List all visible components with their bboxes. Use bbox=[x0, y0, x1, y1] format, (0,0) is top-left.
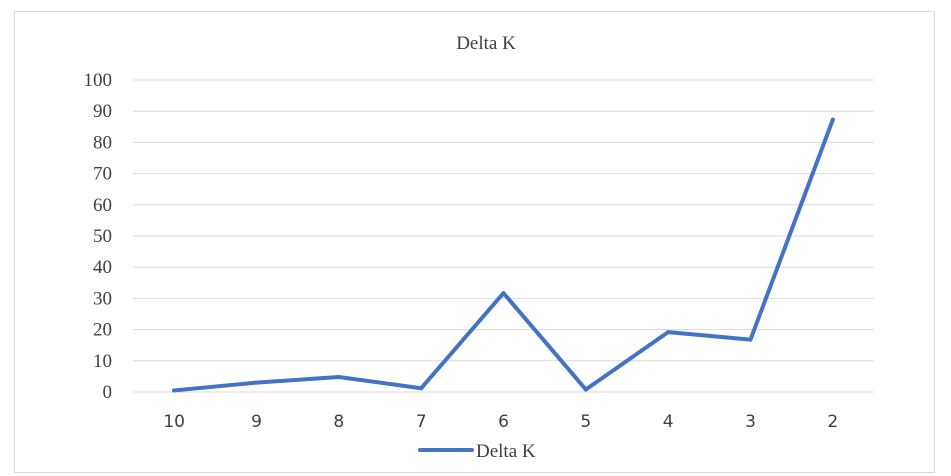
data-point bbox=[748, 337, 753, 342]
y-tick-label: 60 bbox=[93, 195, 112, 216]
data-point bbox=[336, 375, 341, 380]
data-point bbox=[830, 117, 835, 122]
data-point bbox=[583, 387, 588, 392]
y-axis-tick-labels: 0 10 20 30 40 50 60 70 80 90 100 bbox=[84, 70, 113, 403]
x-tick-label: 6 bbox=[498, 412, 509, 432]
legend-label: Delta K bbox=[476, 441, 536, 462]
legend: Delta K bbox=[418, 441, 536, 462]
x-tick-label: 3 bbox=[745, 412, 756, 432]
chart-frame bbox=[14, 11, 935, 473]
series-layer bbox=[172, 117, 835, 393]
y-tick-label: 40 bbox=[93, 257, 112, 278]
data-point bbox=[172, 388, 177, 393]
x-tick-label: 8 bbox=[333, 412, 344, 432]
y-tick-label: 50 bbox=[93, 226, 112, 247]
series-line bbox=[172, 117, 835, 393]
x-axis-tick-labels: 10 9 8 7 6 5 4 3 2 bbox=[163, 412, 838, 432]
y-tick-label: 90 bbox=[93, 101, 112, 122]
y-tick-label: 0 bbox=[103, 382, 113, 403]
y-tick-label: 30 bbox=[93, 288, 112, 309]
y-tick-label: 70 bbox=[93, 164, 112, 185]
y-tick-label: 20 bbox=[93, 320, 112, 341]
data-point bbox=[666, 330, 671, 335]
x-tick-label: 2 bbox=[827, 412, 838, 432]
data-point bbox=[254, 380, 259, 385]
y-tick-label: 10 bbox=[93, 351, 112, 372]
x-tick-label: 4 bbox=[663, 412, 674, 432]
x-tick-label: 7 bbox=[416, 412, 427, 432]
gridlines bbox=[133, 79, 874, 393]
y-tick-label: 80 bbox=[93, 132, 112, 153]
y-tick-label: 100 bbox=[84, 70, 113, 91]
data-point bbox=[501, 291, 506, 296]
chart-title: Delta K bbox=[456, 33, 516, 54]
data-point bbox=[419, 386, 424, 391]
x-tick-label: 10 bbox=[163, 412, 185, 432]
x-tick-label: 5 bbox=[580, 412, 591, 432]
x-tick-label: 9 bbox=[251, 412, 262, 432]
